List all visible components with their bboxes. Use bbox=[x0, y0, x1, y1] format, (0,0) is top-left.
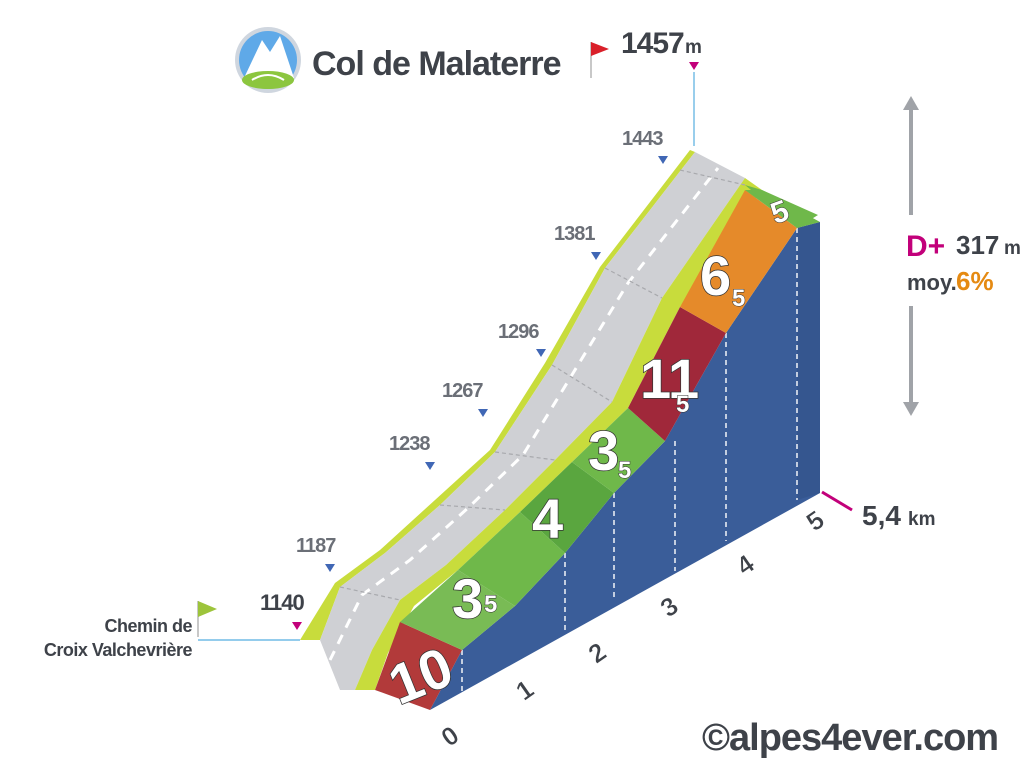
summit-altitude: 1457 bbox=[621, 27, 684, 60]
summit-marker-icon bbox=[689, 62, 699, 70]
total-length-unit: km bbox=[908, 509, 935, 530]
alt-label-1267: 1267 bbox=[442, 380, 483, 402]
site-credit: ©alpes4ever.com bbox=[702, 717, 998, 759]
grade-face-11-5 bbox=[628, 307, 726, 441]
total-length: 5,4 bbox=[862, 500, 901, 531]
climb-block bbox=[300, 150, 820, 710]
altitude-labels: 1187 1238 1267 1296 1381 1443 bbox=[296, 128, 668, 572]
km-tick-2: 2 bbox=[583, 636, 612, 669]
grade-label-3-5-b: 3 bbox=[588, 419, 619, 482]
mountain-logo-icon bbox=[235, 27, 301, 93]
alt-label-1381: 1381 bbox=[554, 223, 595, 245]
grade-label-3-5-b-dec: 5 bbox=[618, 457, 631, 484]
average-grade-key: moy. bbox=[907, 270, 957, 295]
summit-altitude-unit: m bbox=[685, 37, 702, 58]
grade-face-4 bbox=[520, 462, 614, 553]
elevation-gain-key: D+ bbox=[906, 230, 945, 263]
page-title: Col de Malaterre bbox=[312, 45, 561, 83]
summit-flag-icon bbox=[590, 42, 609, 78]
grade-face-5-top bbox=[745, 185, 818, 228]
road-centerline bbox=[328, 167, 720, 661]
km-tick-0: 0 bbox=[435, 720, 464, 753]
km-tick-3: 3 bbox=[655, 590, 684, 623]
start-marker-icon bbox=[292, 622, 302, 630]
grade-label-3-5-a: 3 bbox=[452, 567, 483, 630]
wall-shade bbox=[797, 222, 820, 500]
alt-label-1296: 1296 bbox=[498, 321, 539, 343]
start-label-line2: Croix Valchevrière bbox=[44, 640, 193, 660]
grade-face-3-5-a bbox=[400, 570, 515, 650]
km-tick-1: 1 bbox=[510, 674, 539, 707]
average-grade-value: 6% bbox=[956, 266, 994, 296]
grade-face-10 bbox=[375, 622, 462, 710]
alt-label-1443: 1443 bbox=[622, 128, 663, 150]
side-wall bbox=[430, 222, 820, 710]
grade-label-3-5-a-dec: 5 bbox=[484, 591, 497, 618]
start-flag-icon bbox=[197, 601, 217, 637]
elevation-gain-arrow bbox=[903, 96, 919, 416]
alt-label-1187: 1187 bbox=[296, 535, 336, 557]
total-length-marker bbox=[821, 490, 853, 512]
start-label-line1: Chemin de bbox=[104, 616, 192, 636]
grade-face-3-5-b bbox=[458, 512, 565, 606]
grade-label-11-5-dec: 5 bbox=[676, 391, 689, 418]
alt-label-1238: 1238 bbox=[389, 433, 430, 455]
grade-face-3-5-c bbox=[572, 408, 665, 493]
road-edge-left bbox=[300, 150, 695, 640]
elevation-gain-value: 317 bbox=[956, 230, 999, 260]
km-tick-5: 5 bbox=[801, 504, 830, 537]
alt-marker-1381 bbox=[591, 252, 601, 260]
grade-label-6-5: 6 bbox=[700, 244, 731, 307]
wall-km-lines bbox=[461, 228, 798, 692]
km-tick-4: 4 bbox=[731, 548, 760, 581]
grade-label-4: 4 bbox=[532, 487, 563, 550]
alt-marker-1187 bbox=[325, 564, 335, 572]
grade-label-6-5-dec: 5 bbox=[732, 285, 745, 312]
alt-marker-1443 bbox=[658, 156, 668, 164]
road-edge-right bbox=[355, 178, 762, 690]
start-altitude: 1140 bbox=[260, 590, 304, 615]
grade-face-6-5 bbox=[680, 190, 797, 333]
road-surface bbox=[320, 152, 745, 690]
alt-marker-1267 bbox=[478, 409, 488, 417]
alt-marker-1238 bbox=[425, 462, 435, 470]
grade-label-11-5: 11 bbox=[640, 347, 699, 410]
grade-faces bbox=[375, 185, 820, 710]
alt-marker-1296 bbox=[536, 349, 546, 357]
elevation-gain-unit: m bbox=[1004, 238, 1021, 259]
road-km-lines bbox=[339, 169, 746, 601]
